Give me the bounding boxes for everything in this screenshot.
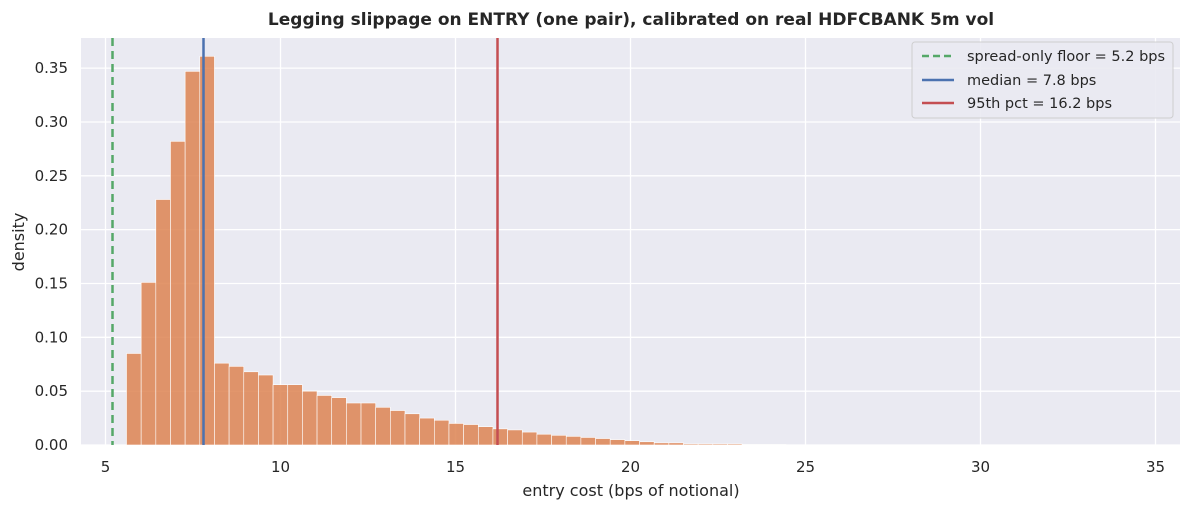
histogram-bar: [214, 362, 230, 446]
histogram-bar: [360, 402, 376, 446]
histogram-bar: [170, 141, 186, 446]
histogram-bar: [316, 395, 333, 446]
legend-label-median: median = 7.8 bps: [967, 73, 1096, 89]
x-tick-label: 30: [971, 458, 990, 476]
histogram-bar: [507, 429, 523, 446]
histogram-bar: [653, 442, 670, 446]
y-tick-label: 0.30: [35, 113, 68, 131]
histogram-bar: [536, 433, 552, 446]
histogram-bar: [434, 419, 450, 446]
legend-label-spread-floor: spread-only floor = 5.2 bps: [967, 49, 1165, 65]
reference-lines: [111, 38, 499, 445]
histogram-bar: [140, 282, 157, 446]
x-tick-label: 25: [796, 458, 815, 476]
histogram-bar: [155, 199, 171, 446]
histogram-bar: [331, 397, 347, 446]
y-tick-label: 0.00: [35, 436, 68, 454]
histogram-bar: [477, 426, 494, 446]
histogram-bar: [595, 438, 611, 446]
histogram-bar: [184, 71, 201, 446]
x-axis-label: entry cost (bps of notional): [522, 481, 739, 500]
legend-box: [911, 41, 1174, 119]
histogram-bar: [741, 444, 758, 446]
histogram-bar: [668, 442, 684, 446]
histogram-bar: [624, 440, 640, 446]
y-tick-label: 0.15: [35, 274, 68, 292]
x-tick-label: 10: [271, 458, 290, 476]
histogram-bar: [639, 441, 655, 446]
histogram-bar: [492, 428, 508, 446]
histogram-bar: [258, 374, 274, 446]
x-tick-label: 35: [1146, 458, 1165, 476]
histogram-bar: [756, 444, 772, 446]
histogram-bar: [448, 423, 464, 446]
histogram-bar: [565, 436, 582, 446]
y-axis-label: density: [9, 213, 28, 272]
histogram-bar: [419, 417, 435, 446]
histogram-bar: [243, 371, 259, 446]
histogram-bar: [390, 410, 406, 446]
y-tick-label: 0.20: [35, 221, 68, 239]
y-tick-label: 0.25: [35, 167, 68, 185]
histogram-bar: [346, 402, 362, 446]
histogram-bar: [228, 366, 245, 446]
histogram-bar: [727, 443, 743, 446]
histogram-bar: [697, 443, 714, 446]
x-axis-ticks: 5 10 15 20 25 30 35: [101, 458, 1165, 476]
y-tick-label: 0.10: [35, 328, 68, 346]
legend-label-95th-pct: 95th pct = 16.2 bps: [967, 96, 1112, 112]
histogram-bar: [126, 353, 142, 446]
chart-title: Legging slippage on ENTRY (one pair), ca…: [268, 10, 994, 30]
histogram-bar: [463, 424, 479, 446]
histogram-bar: [580, 437, 596, 446]
x-tick-label: 20: [621, 458, 640, 476]
histogram-bar: [609, 439, 626, 446]
x-tick-label: 5: [101, 458, 111, 476]
histogram-bar: [712, 443, 728, 446]
y-tick-label: 0.35: [35, 59, 68, 77]
histogram-bar: [272, 384, 289, 446]
histogram-bar: [404, 413, 420, 446]
histogram-bar: [302, 390, 318, 446]
y-axis-ticks: 0.00 0.05 0.10 0.15 0.20 0.25 0.30 0.35: [35, 59, 68, 454]
histogram-bar: [521, 431, 538, 446]
histogram-bar: [199, 56, 215, 446]
histogram-bar: [683, 443, 699, 446]
histogram-bar: [375, 407, 391, 446]
histogram-bar: [551, 435, 567, 446]
legend: spread-only floor = 5.2 bps median = 7.8…: [911, 41, 1174, 119]
histogram-bar: [287, 384, 303, 446]
y-tick-label: 0.05: [35, 382, 68, 400]
x-tick-label: 15: [446, 458, 465, 476]
histogram-bar: [771, 444, 787, 446]
